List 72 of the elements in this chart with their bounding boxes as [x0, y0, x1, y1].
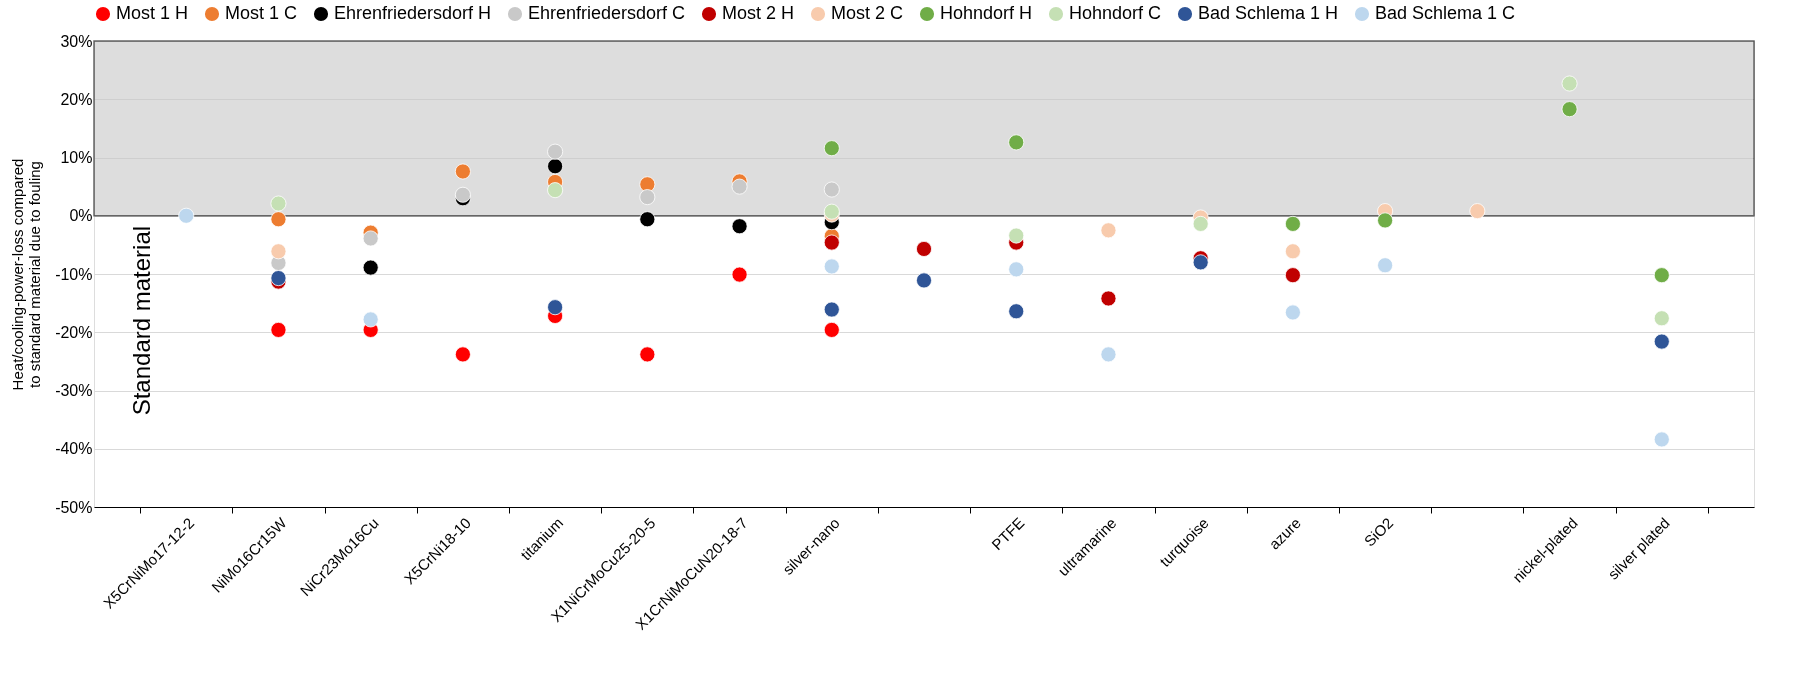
point: [916, 272, 932, 289]
point: [1100, 346, 1117, 363]
point: [270, 211, 287, 228]
point: [1100, 222, 1117, 239]
point: [823, 321, 840, 338]
point: [823, 140, 840, 157]
point: [823, 234, 840, 251]
point: [362, 230, 379, 247]
point: [823, 301, 840, 318]
point: [1561, 101, 1578, 118]
point: [1192, 215, 1209, 232]
y-tick-label: -30%: [55, 382, 93, 399]
point: [362, 259, 379, 276]
legend-label: Hohndorf H: [940, 3, 1033, 23]
point: [1284, 304, 1301, 321]
point: [1377, 212, 1394, 229]
point: [731, 266, 748, 283]
point: [1008, 227, 1025, 244]
legend-label: Most 2 C: [831, 3, 904, 23]
y-tick-label: -20%: [55, 323, 93, 341]
legend-label: Most 2 H: [722, 3, 795, 23]
point: [547, 143, 564, 160]
point: [1192, 254, 1209, 271]
legend-label: Bad Schlema 1 C: [1375, 3, 1516, 23]
legend-label: Hohndorf C: [1069, 3, 1162, 23]
point: [916, 240, 932, 257]
point: [1653, 267, 1670, 284]
y-tick-label: -50%: [55, 498, 93, 516]
legend-label: Most 1 C: [225, 3, 298, 23]
point: [454, 186, 471, 203]
annotation: Standard material: [127, 225, 155, 416]
point: [454, 163, 471, 180]
point: [1653, 431, 1670, 448]
y-tick-label: -10%: [55, 265, 93, 283]
y-axis-title: Heat/cooling-power-loss compared to standard material due to fouling: [9, 158, 44, 391]
point: [1653, 310, 1670, 327]
y-tick-label: 20%: [60, 90, 93, 108]
legend-label: Ehrenfriedersdorf C: [528, 3, 686, 23]
point: [454, 346, 471, 363]
point: [362, 311, 379, 328]
point: [639, 346, 656, 363]
point: [1100, 290, 1117, 307]
point: [823, 181, 840, 198]
point: [547, 158, 564, 175]
point: [639, 211, 656, 228]
point: [547, 299, 564, 316]
point: [1377, 257, 1394, 274]
y-tick-label: 30%: [60, 32, 93, 50]
legend-label: Ehrenfriedersdorf H: [334, 3, 492, 23]
point: [1008, 261, 1025, 278]
y-tick-label: 0%: [69, 207, 93, 225]
point: [1653, 333, 1670, 350]
point: [823, 258, 840, 275]
point: [270, 321, 287, 338]
point: [1008, 303, 1025, 320]
point: [1284, 243, 1301, 260]
point: [547, 182, 564, 199]
point: [731, 218, 748, 235]
point: [270, 195, 287, 212]
point: [178, 207, 195, 224]
point: [1284, 215, 1301, 232]
y-tick-label: 10%: [60, 149, 93, 166]
point: [639, 189, 656, 206]
point: [1469, 203, 1486, 220]
legend-label: Bad Schlema 1 H: [1198, 3, 1339, 23]
point: [1561, 75, 1578, 92]
legend-label: Most 1 H: [116, 3, 189, 23]
point: [731, 178, 748, 195]
point: [270, 243, 287, 260]
point: [1008, 134, 1025, 151]
point: [1284, 267, 1301, 284]
y-tick-label: -40%: [55, 440, 93, 458]
